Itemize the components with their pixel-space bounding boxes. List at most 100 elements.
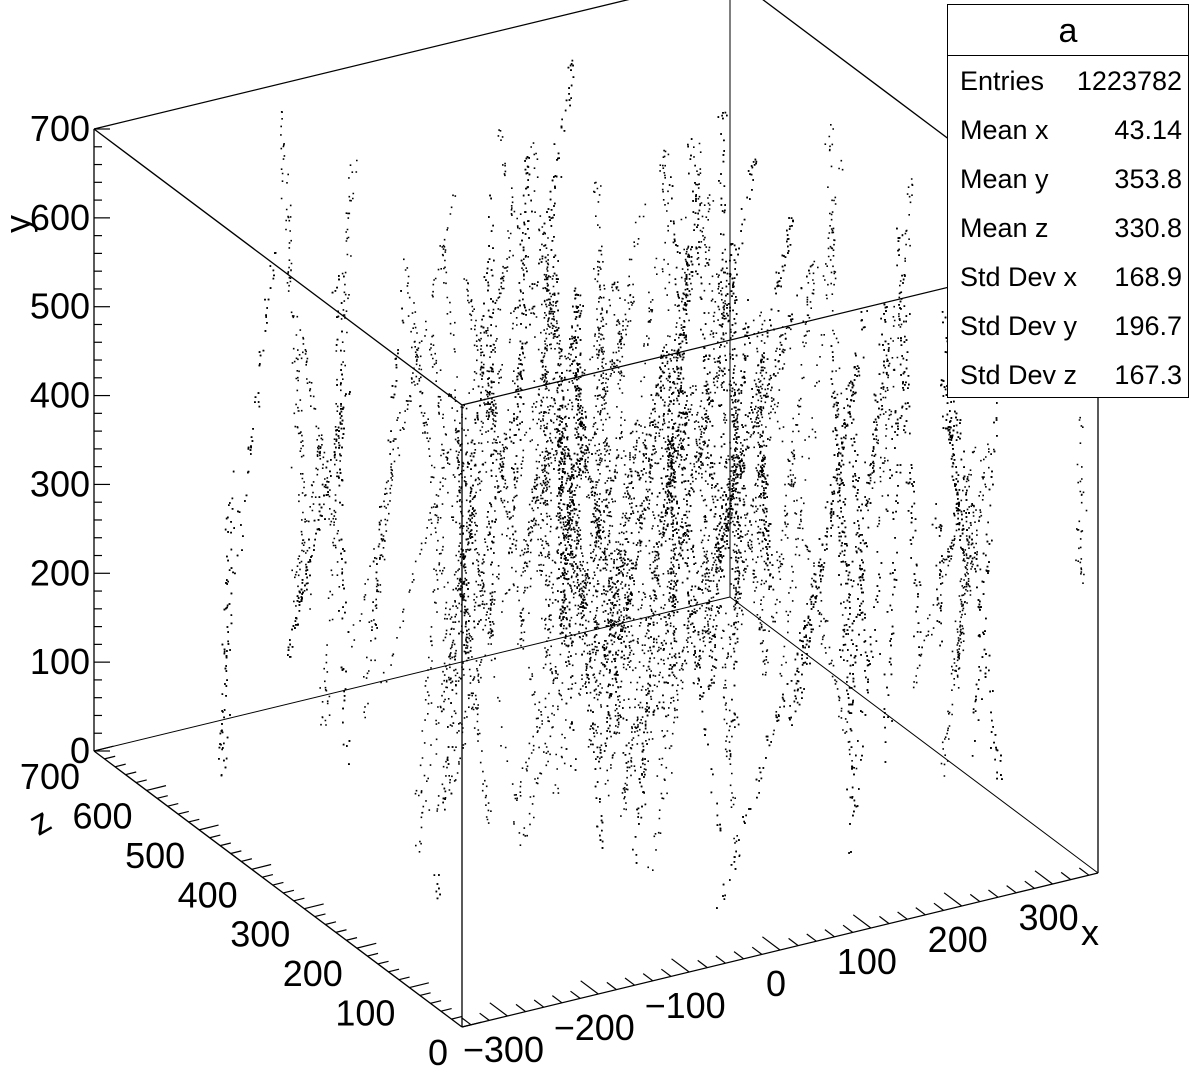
data-track <box>940 379 965 554</box>
z-minor-tick <box>451 1015 463 1020</box>
x-tick-label: −100 <box>645 985 726 1026</box>
y-tick-label: 200 <box>30 552 90 593</box>
data-track <box>832 403 855 641</box>
x-minor-tick <box>788 937 799 947</box>
z-minor-tick <box>177 810 189 815</box>
x-minor-tick <box>1024 880 1035 889</box>
data-track <box>755 311 768 564</box>
z-tick-label: 400 <box>178 874 238 915</box>
data-track <box>519 437 621 846</box>
x-minor-tick <box>606 981 617 991</box>
data-track <box>442 256 529 642</box>
data-track <box>931 503 943 647</box>
data-track <box>788 356 865 726</box>
z-major-tick <box>251 863 272 870</box>
data-track <box>940 443 995 777</box>
x-minor-tick <box>479 1012 490 1021</box>
data-track <box>931 503 943 647</box>
x-major-tick <box>671 958 690 973</box>
z-minor-tick <box>272 881 284 886</box>
data-track <box>351 194 457 648</box>
x-minor-tick <box>733 951 745 960</box>
z-minor-tick <box>209 834 221 839</box>
stats-label: Mean x <box>960 115 1049 145</box>
box-edge <box>93 750 463 1028</box>
data-track <box>693 411 717 687</box>
y-tick-label: 400 <box>30 375 90 416</box>
data-track <box>1075 391 1088 584</box>
data-track <box>824 124 846 633</box>
data-track <box>772 159 844 736</box>
data-track <box>830 345 860 808</box>
y-tick-label: 700 <box>30 108 90 149</box>
data-track <box>593 181 616 544</box>
data-track <box>571 287 586 478</box>
data-track <box>655 366 722 832</box>
x-minor-tick <box>969 893 981 903</box>
data-track <box>721 315 792 669</box>
box-edge <box>93 0 630 130</box>
data-track <box>287 391 351 658</box>
data-track <box>951 504 975 672</box>
box-front-edges <box>93 0 1099 1028</box>
data-track <box>513 432 633 801</box>
data-track <box>659 149 679 678</box>
z-axis-title: z <box>22 799 58 844</box>
y-tick-label: 300 <box>30 463 90 504</box>
x-minor-tick <box>461 1017 472 1026</box>
data-track <box>414 452 449 853</box>
stats-label: Entries <box>960 66 1045 96</box>
data-track <box>232 252 277 575</box>
data-track <box>845 380 873 694</box>
stats-label: Mean z <box>960 213 1049 243</box>
data-track <box>847 303 888 714</box>
data-track <box>596 453 654 758</box>
x-major-tick <box>489 1002 508 1017</box>
data-track <box>757 435 775 591</box>
y-tick-label: 0 <box>70 730 90 771</box>
x-minor-tick <box>642 973 654 982</box>
x-minor-tick <box>1078 867 1090 876</box>
z-tick-label: 600 <box>72 795 132 836</box>
data-track <box>757 435 775 591</box>
stats-box: a Entries 1223782 Mean x 43.14 Mean y 353.8 Me… <box>947 4 1189 398</box>
data-track <box>448 389 488 613</box>
data-track <box>578 261 691 696</box>
stats-value: 1223782 <box>1076 66 1182 96</box>
box-back-edge <box>93 596 731 752</box>
x-minor-tick <box>661 968 672 977</box>
data-track <box>403 258 459 682</box>
data-track <box>508 156 533 554</box>
stats-value: 330.8 <box>1114 213 1182 243</box>
data-track <box>687 138 722 570</box>
x-tick-label: −200 <box>554 1007 635 1048</box>
stats-value: 167.3 <box>1114 360 1182 390</box>
data-track <box>716 562 826 909</box>
x-major-tick <box>580 980 599 995</box>
z-minor-tick <box>388 968 400 973</box>
y-tick-label: 600 <box>30 197 90 238</box>
data-track <box>655 366 722 832</box>
stats-value: 43.14 <box>1114 115 1182 145</box>
data-track <box>912 446 977 689</box>
data-track <box>319 159 358 726</box>
data-track <box>726 243 742 585</box>
x-tick-label: 100 <box>837 941 897 982</box>
data-track <box>551 283 635 564</box>
x-minor-tick <box>897 911 908 920</box>
stats-title: a <box>948 5 1188 56</box>
x-tick-label: 0 <box>766 963 786 1004</box>
data-track <box>291 434 326 607</box>
z-tick-label: 200 <box>283 953 343 994</box>
z-major-tick <box>356 942 377 949</box>
stats-row: Std Dev z 167.3 <box>948 350 1188 399</box>
data-track <box>218 470 235 777</box>
x-tick-label: 200 <box>928 919 988 960</box>
data-track <box>716 562 826 909</box>
data-track <box>331 275 351 765</box>
data-track <box>864 316 895 512</box>
data-points <box>218 59 1088 909</box>
x-minor-tick <box>842 924 854 933</box>
data-track <box>839 343 890 658</box>
data-track <box>463 194 494 646</box>
